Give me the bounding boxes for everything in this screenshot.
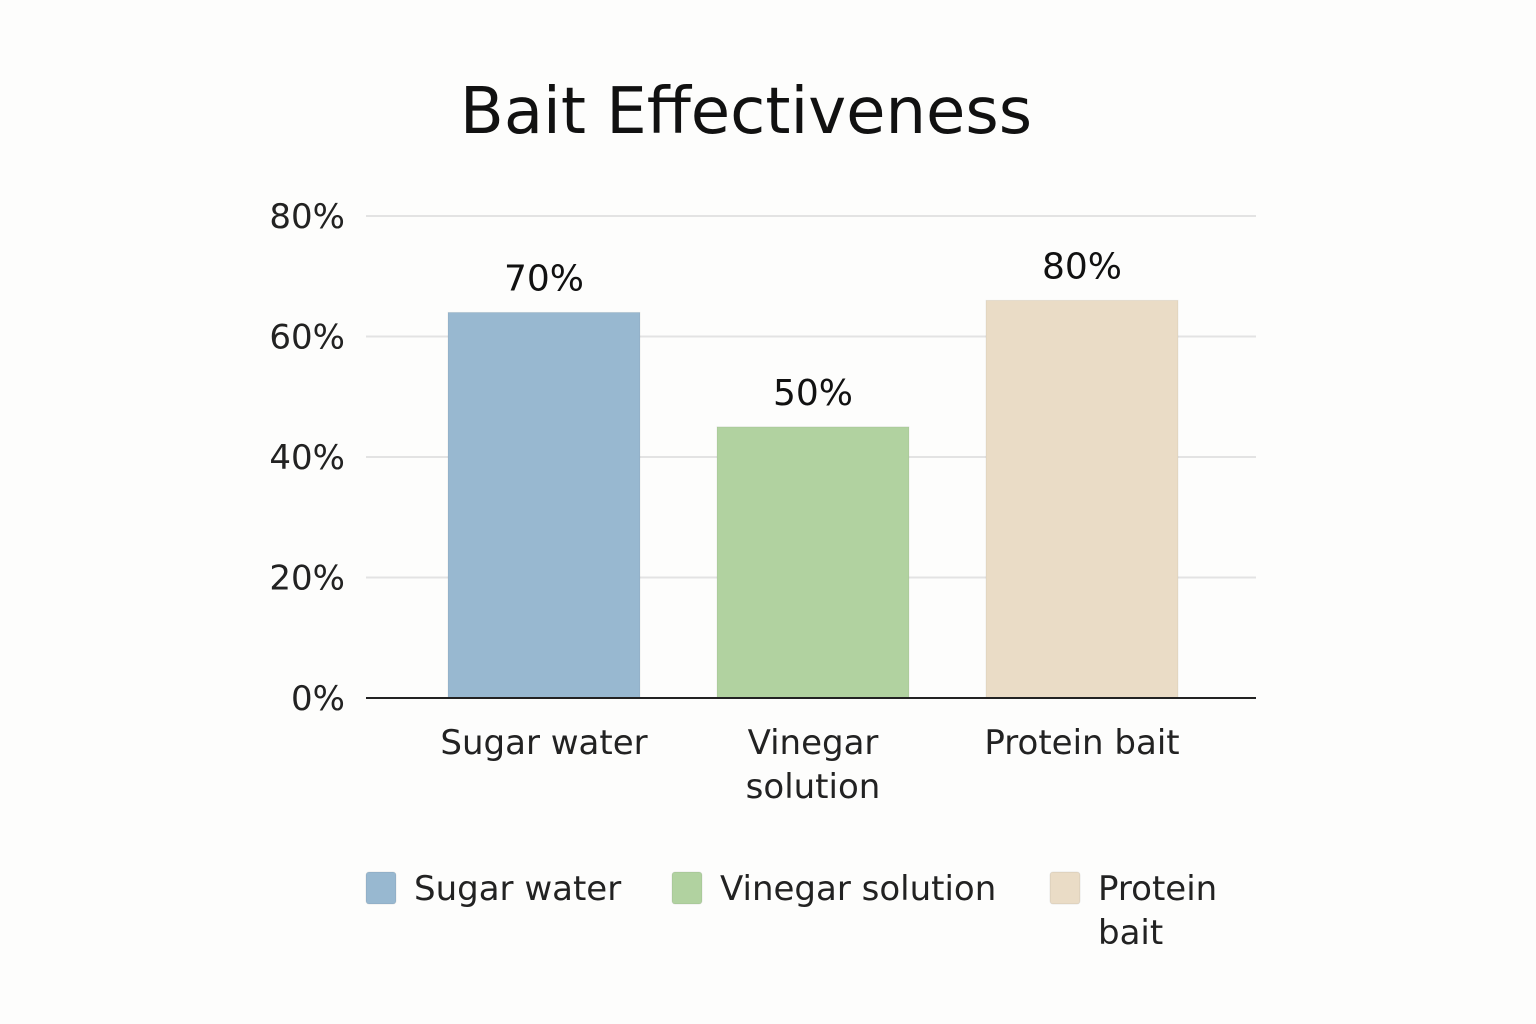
data-label: 70% — [504, 258, 584, 299]
x-tick-label: Sugar water — [440, 723, 647, 763]
x-tick-label: Vinegar solution — [746, 723, 881, 807]
legend-label-line: Sugar water — [414, 869, 621, 909]
y-tick-label: 80% — [269, 197, 345, 237]
y-tick-label: 20% — [269, 559, 345, 599]
legend-label: Sugar water — [414, 869, 621, 909]
y-tick-label: 60% — [269, 318, 345, 358]
y-axis: 0% 20% 40% 60% 80% — [269, 197, 345, 719]
x-tick-label-line: Protein bait — [984, 723, 1179, 763]
x-tick-label: Protein bait — [984, 723, 1179, 763]
bar-vinegar-solution — [716, 426, 910, 699]
legend-label: Protein bait — [1098, 869, 1217, 953]
bar-sugar-water — [447, 311, 641, 699]
legend-label-line: Protein — [1098, 869, 1217, 909]
x-tick-label-line: solution — [746, 767, 881, 807]
chart-title: Bait Effectiveness — [460, 75, 1032, 149]
legend-swatch — [365, 871, 397, 905]
x-axis: Sugar water Vinegar solution Protein bait — [440, 723, 1179, 807]
legend: Sugar water Vinegar solution Protein bait — [365, 869, 1217, 953]
bar-protein-bait — [985, 299, 1179, 699]
x-tick-label-line: Sugar water — [440, 723, 647, 763]
x-tick-label-line: Vinegar — [748, 723, 879, 763]
bars: 70% 50% 80% — [447, 246, 1179, 699]
legend-swatch — [671, 871, 703, 905]
legend-label: Vinegar solution — [720, 869, 996, 909]
y-tick-label: 40% — [269, 438, 345, 478]
data-label: 80% — [1042, 246, 1122, 287]
legend-swatch — [1049, 871, 1081, 905]
y-tick-label: 0% — [291, 679, 345, 719]
legend-label-line: Vinegar solution — [720, 869, 996, 909]
data-label: 50% — [773, 373, 853, 414]
legend-label-line: bait — [1098, 913, 1163, 953]
